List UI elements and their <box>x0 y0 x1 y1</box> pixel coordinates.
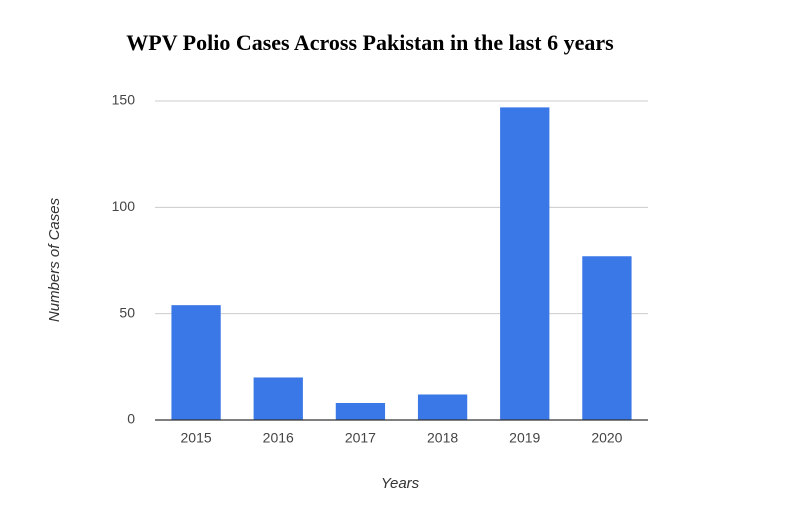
x-tick-label: 2018 <box>427 430 458 446</box>
y-tick-label: 100 <box>112 198 136 214</box>
bar <box>253 377 303 420</box>
bar <box>500 107 550 420</box>
y-tick-label: 150 <box>112 92 136 108</box>
y-tick-label: 0 <box>127 411 135 427</box>
y-axis-title: Numbers of Cases <box>46 197 63 322</box>
x-tick-label: 2020 <box>591 430 622 446</box>
y-tick-label: 50 <box>119 304 135 320</box>
bar <box>582 256 632 420</box>
x-axis-title: Years <box>381 475 420 492</box>
chart-title: WPV Polio Cases Across Pakistan in the l… <box>126 30 614 55</box>
x-tick-label: 2019 <box>509 430 540 446</box>
bar <box>171 305 221 420</box>
x-tick-label: 2017 <box>345 430 376 446</box>
bar <box>335 402 386 420</box>
x-tick-label: 2015 <box>181 430 212 446</box>
x-tick-label: 2016 <box>263 430 294 446</box>
bar <box>417 394 468 420</box>
